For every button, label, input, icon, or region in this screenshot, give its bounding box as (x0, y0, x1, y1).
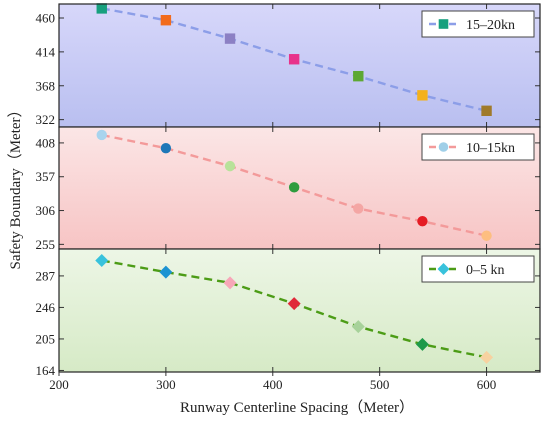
data-point (417, 215, 428, 227)
data-point (287, 297, 301, 311)
data-point (224, 33, 236, 44)
data-point (160, 143, 172, 154)
x-axis-title: Runway Centerline Spacing（Meter） (180, 399, 414, 416)
data-point (96, 129, 107, 141)
legend-marker (438, 19, 449, 29)
x-tick-label: 400 (263, 377, 283, 392)
y-tick-label: 306 (36, 203, 56, 218)
y-axis-title: Safety Boundary（Meter） (7, 102, 24, 269)
data-point (481, 105, 492, 116)
legend: 15–20kn (421, 10, 535, 38)
data-point (415, 337, 429, 351)
legend-label: 0–5 kn (466, 263, 505, 278)
y-tick-label: 368 (36, 78, 56, 93)
x-tick-label: 500 (370, 377, 390, 392)
y-tick-label: 408 (36, 135, 56, 150)
x-tick-label: 600 (477, 377, 497, 392)
legend: 0–5 kn (421, 255, 535, 283)
y-tick-label: 357 (36, 169, 56, 184)
y-tick-label: 164 (36, 363, 56, 378)
panels: 322 368 414 460 15–20kn 255 306 357 408 10–15kn 16… (36, 3, 541, 378)
legend-marker (437, 263, 450, 275)
legend-label: 10–15kn (466, 141, 515, 156)
data-point (159, 265, 173, 279)
y-tick-label: 414 (36, 44, 56, 59)
y-tick-label: 287 (36, 268, 56, 283)
data-point (480, 350, 494, 364)
data-point (353, 70, 364, 82)
data-point (417, 90, 428, 101)
data-point (95, 254, 109, 268)
y-tick-label: 246 (36, 300, 56, 315)
data-point (96, 3, 107, 14)
legend-label: 15–20kn (466, 18, 515, 33)
data-point (351, 320, 365, 334)
y-tick-label: 322 (36, 112, 56, 127)
data-point (224, 160, 236, 172)
x-tick-label: 200 (49, 377, 69, 392)
legend-marker (438, 142, 449, 152)
y-tick-label: 460 (36, 10, 56, 25)
panel-2: 255 306 357 408 10–15kn (36, 126, 541, 252)
data-point (481, 230, 492, 241)
x-axis: 200 300 400 500 600 (49, 372, 496, 392)
panel-frame (58, 248, 541, 373)
data-point (288, 182, 300, 193)
data-point (223, 276, 237, 290)
data-point (160, 15, 172, 26)
x-tick-label: 300 (156, 377, 176, 392)
y-tick-label: 205 (36, 331, 56, 346)
y-tick-label: 255 (36, 237, 56, 252)
data-point (288, 54, 300, 65)
panel-1: 322 368 414 460 15–20kn (36, 3, 541, 128)
legend: 10–15kn (421, 133, 535, 161)
data-point (353, 203, 364, 214)
panel-3: 164 205 246 287 0–5 kn (36, 248, 541, 378)
